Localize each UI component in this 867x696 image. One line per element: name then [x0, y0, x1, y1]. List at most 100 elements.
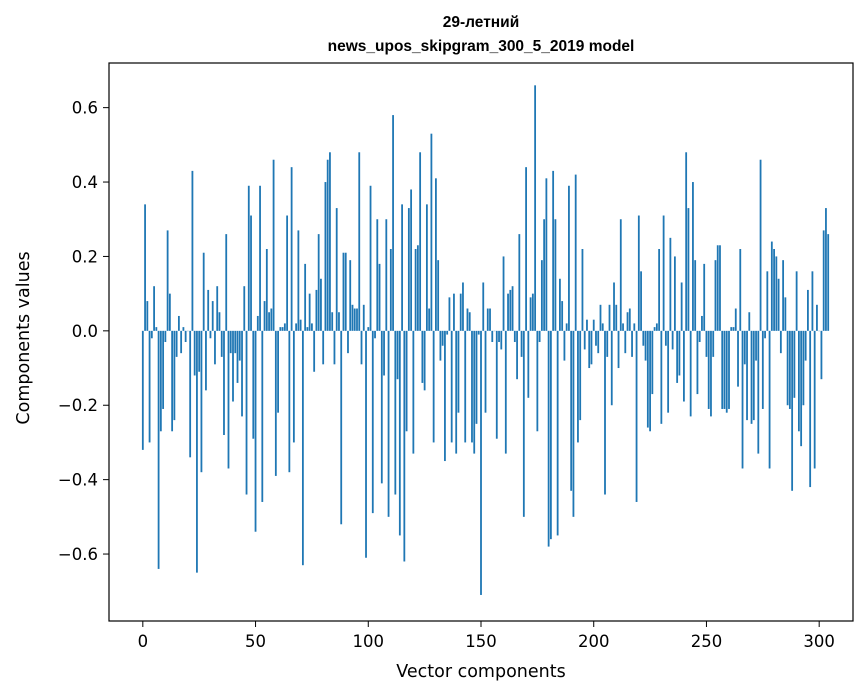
bar-179 [545, 178, 548, 331]
bar-224 [646, 330, 649, 428]
bar-209 [613, 282, 615, 331]
bar-228 [655, 323, 658, 331]
bar-51 [256, 315, 259, 331]
bar-184 [556, 330, 559, 536]
bar-157 [495, 330, 498, 439]
bar-177 [540, 260, 543, 331]
bar-78 [317, 234, 320, 331]
bar-254 [714, 260, 717, 331]
bar-262 [732, 327, 735, 331]
bar-83 [329, 152, 331, 331]
bar-205 [604, 330, 606, 495]
bar-159 [500, 330, 503, 350]
bar-243 [689, 330, 692, 417]
bar-256 [719, 245, 721, 331]
bar-230 [660, 330, 663, 424]
bar-293 [802, 330, 805, 406]
bar-265 [739, 249, 742, 331]
bar-57 [270, 308, 273, 331]
bar-35 [220, 330, 223, 357]
bar-183 [554, 219, 557, 331]
bar-161 [504, 330, 507, 454]
bar-76 [313, 330, 316, 372]
bar-136 [448, 297, 451, 331]
bar-275 [761, 330, 764, 409]
chart-title-line1: 29-летний [443, 14, 519, 31]
bar-116 [403, 330, 406, 562]
bar-252 [710, 330, 712, 417]
bar-280 [773, 249, 775, 331]
bar-129 [432, 330, 435, 443]
bar-8 [159, 330, 162, 432]
bar-240 [683, 330, 685, 402]
bar-216 [628, 308, 631, 331]
bar-208 [610, 330, 613, 406]
bar-13 [171, 330, 174, 432]
bar-2 [146, 301, 149, 331]
bar-37 [225, 234, 228, 331]
x-axis-ticks: 0 50 100 150 200 250 300 [138, 621, 835, 651]
bar-135 [446, 330, 449, 335]
bar-137 [450, 330, 453, 443]
bar-290 [795, 271, 798, 331]
bar-109 [387, 330, 390, 517]
bar-229 [658, 249, 661, 331]
bar-154 [489, 308, 491, 331]
bar-105 [378, 263, 381, 331]
bar-233 [667, 330, 670, 413]
bar-189 [568, 185, 570, 331]
bar-12 [168, 293, 171, 331]
bar-69 [297, 230, 300, 331]
bar-31 [211, 301, 214, 331]
bar-204 [601, 323, 604, 331]
bar-178 [543, 219, 546, 331]
bar-273 [757, 330, 760, 454]
bar-248 [701, 315, 703, 331]
x-tick-label: 50 [245, 632, 266, 651]
bar-194 [579, 330, 582, 421]
bar-304 [827, 234, 830, 331]
bar-101 [369, 185, 372, 331]
y-tick-label: 0.2 [72, 247, 98, 266]
bar-74 [308, 293, 311, 331]
bar-99 [365, 330, 367, 558]
bar-171 [527, 330, 530, 398]
bar-91 [347, 330, 349, 354]
bar-210 [615, 304, 618, 331]
bar-126 [425, 204, 428, 331]
bar-188 [565, 323, 568, 331]
bar-150 [480, 330, 482, 595]
bar-14 [173, 330, 176, 421]
x-tick-label: 300 [803, 632, 835, 651]
bar-237 [676, 330, 679, 383]
bar-201 [595, 330, 597, 346]
bar-281 [775, 256, 778, 331]
x-tick-label: 200 [578, 632, 610, 651]
bar-274 [759, 159, 762, 331]
bar-212 [619, 219, 622, 331]
plot-frame [108, 62, 854, 622]
bar-120 [412, 330, 415, 454]
bar-141 [459, 293, 462, 331]
bar-84 [331, 312, 334, 331]
bar-246 [696, 330, 699, 395]
bar-22 [191, 170, 194, 331]
bar-32 [214, 330, 216, 365]
bar-63 [283, 323, 286, 331]
bar-206 [606, 330, 609, 357]
bar-269 [748, 312, 751, 331]
bar-45 [243, 286, 246, 331]
bar-54 [263, 301, 266, 331]
bar-190 [570, 330, 573, 491]
bar-68 [295, 323, 298, 331]
bar-258 [723, 330, 726, 409]
bar-297 [811, 271, 814, 331]
bar-70 [299, 319, 302, 331]
bar-147 [473, 330, 476, 454]
bar-214 [624, 330, 627, 354]
bar-18 [182, 327, 185, 331]
y-axis-ticks: −0.6 −0.4 −0.2 0.0 0.2 0.4 0.6 [58, 99, 109, 564]
bar-160 [502, 256, 505, 331]
bar-10 [164, 330, 167, 342]
bar-56 [268, 312, 270, 331]
